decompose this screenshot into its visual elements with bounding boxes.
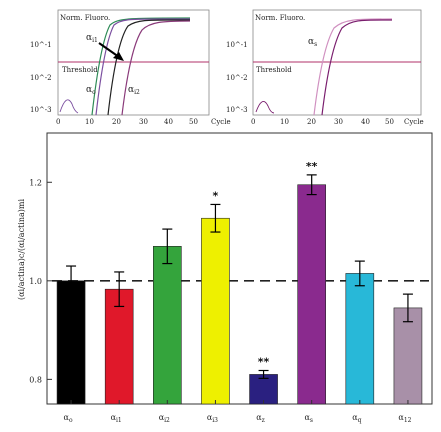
bar [56, 280, 86, 405]
bar [104, 288, 134, 405]
bar-group: ***** [56, 160, 423, 405]
panel-left-label-ai1: αi1 [86, 33, 98, 44]
bar [393, 307, 423, 405]
significance-marker: ** [258, 355, 270, 368]
panel-left-xtick-0: 0 [56, 118, 60, 126]
bar [297, 184, 326, 405]
panel-left-ytick-2: 10^-2 [30, 74, 52, 82]
panel-left-curve-4 [121, 20, 191, 116]
panel-left-curve-3 [107, 19, 191, 116]
panel-right-curve-1 [313, 18, 393, 116]
panel-right-ylabel: Norm. Fluoro. [255, 14, 305, 22]
panel-left-curve-2 [95, 18, 191, 116]
panel-right-xlabel: Cycle [404, 118, 424, 126]
significance-marker: ** [306, 160, 318, 173]
amplification-panel-right: Norm. Fluoro. 10^-1 10^-2 10^-3 Threshol… [226, 9, 424, 126]
bar [153, 246, 182, 405]
panel-left-label-ao: αo [86, 85, 96, 96]
panel-right-threshold-label: Threshold [256, 66, 292, 74]
category-label: αs [304, 413, 313, 424]
panel-left-ylabel: Norm. Fluoro. [60, 14, 110, 22]
panel-right-label-as: αs [308, 37, 317, 48]
bar [249, 374, 278, 405]
panel-right-ytick-1: 10^-1 [226, 41, 248, 49]
panel-right-ytick-3: 10^-3 [226, 106, 248, 114]
amplification-panel-left: Norm. Fluoro. 10^-1 10^-2 10^-3 Threshol… [30, 9, 231, 126]
panel-right-xtick-0: 0 [251, 118, 255, 126]
panel-left-xtick-30: 30 [139, 118, 148, 126]
panel-left-label-ai2: αi2 [128, 85, 140, 96]
bar-chart-xlabels: αo αi1 αi2 αi3 αz αs αq α12 [64, 400, 412, 424]
panel-left-xtick-20: 20 [112, 118, 121, 126]
panel-right-ytick-2: 10^-2 [226, 74, 248, 82]
category-label: αi3 [207, 413, 218, 424]
panel-right-curve-2 [321, 19, 393, 116]
panel-left-xtick-10: 10 [85, 118, 94, 126]
ytick-label: 1.2 [29, 178, 42, 187]
panel-left-curve-1 [91, 17, 191, 116]
panel-right-xtick-10: 10 [280, 118, 289, 126]
ytick-label: 1.0 [29, 277, 42, 286]
panel-right-xtick-20: 20 [307, 118, 316, 126]
category-label: α12 [398, 413, 411, 424]
panel-left-ytick-1: 10^-1 [30, 41, 52, 49]
panel-right-xtick-30: 30 [334, 118, 343, 126]
bar-chart-ylabel: (αi/actina)c/(αi/actina)mi [17, 199, 26, 300]
bar-chart-panel: (αi/actina)c/(αi/actina)mi 0.81.01.2 ***… [17, 132, 433, 424]
category-label: αz [256, 413, 265, 424]
category-label: αi1 [111, 413, 122, 424]
panel-right-xtick-50: 50 [385, 118, 394, 126]
panel-right-xtick-40: 40 [361, 118, 370, 126]
category-label: αq [352, 413, 361, 424]
panel-right-noise [255, 101, 275, 114]
panel-left-xlabel: Cycle [211, 118, 231, 126]
significance-marker: * [213, 189, 219, 202]
panel-left-xtick-40: 40 [164, 118, 173, 126]
category-label: αi2 [159, 413, 170, 424]
ytick-label: 0.8 [29, 375, 42, 384]
panel-left-arrow-head [113, 52, 124, 61]
bar-chart-frame [46, 132, 433, 405]
category-label: αo [64, 413, 73, 424]
bar [201, 217, 230, 405]
panel-left-threshold-label: Threshold [62, 66, 98, 74]
bar [345, 273, 375, 405]
panel-left-xtick-50: 50 [189, 118, 198, 126]
bar-chart-yticks: 0.8 1.0 1.2 [29, 178, 52, 384]
panel-left-ytick-3: 10^-3 [30, 106, 52, 114]
panel-left-noise [59, 99, 79, 114]
panel-left-arrow-shaft [98, 42, 120, 58]
